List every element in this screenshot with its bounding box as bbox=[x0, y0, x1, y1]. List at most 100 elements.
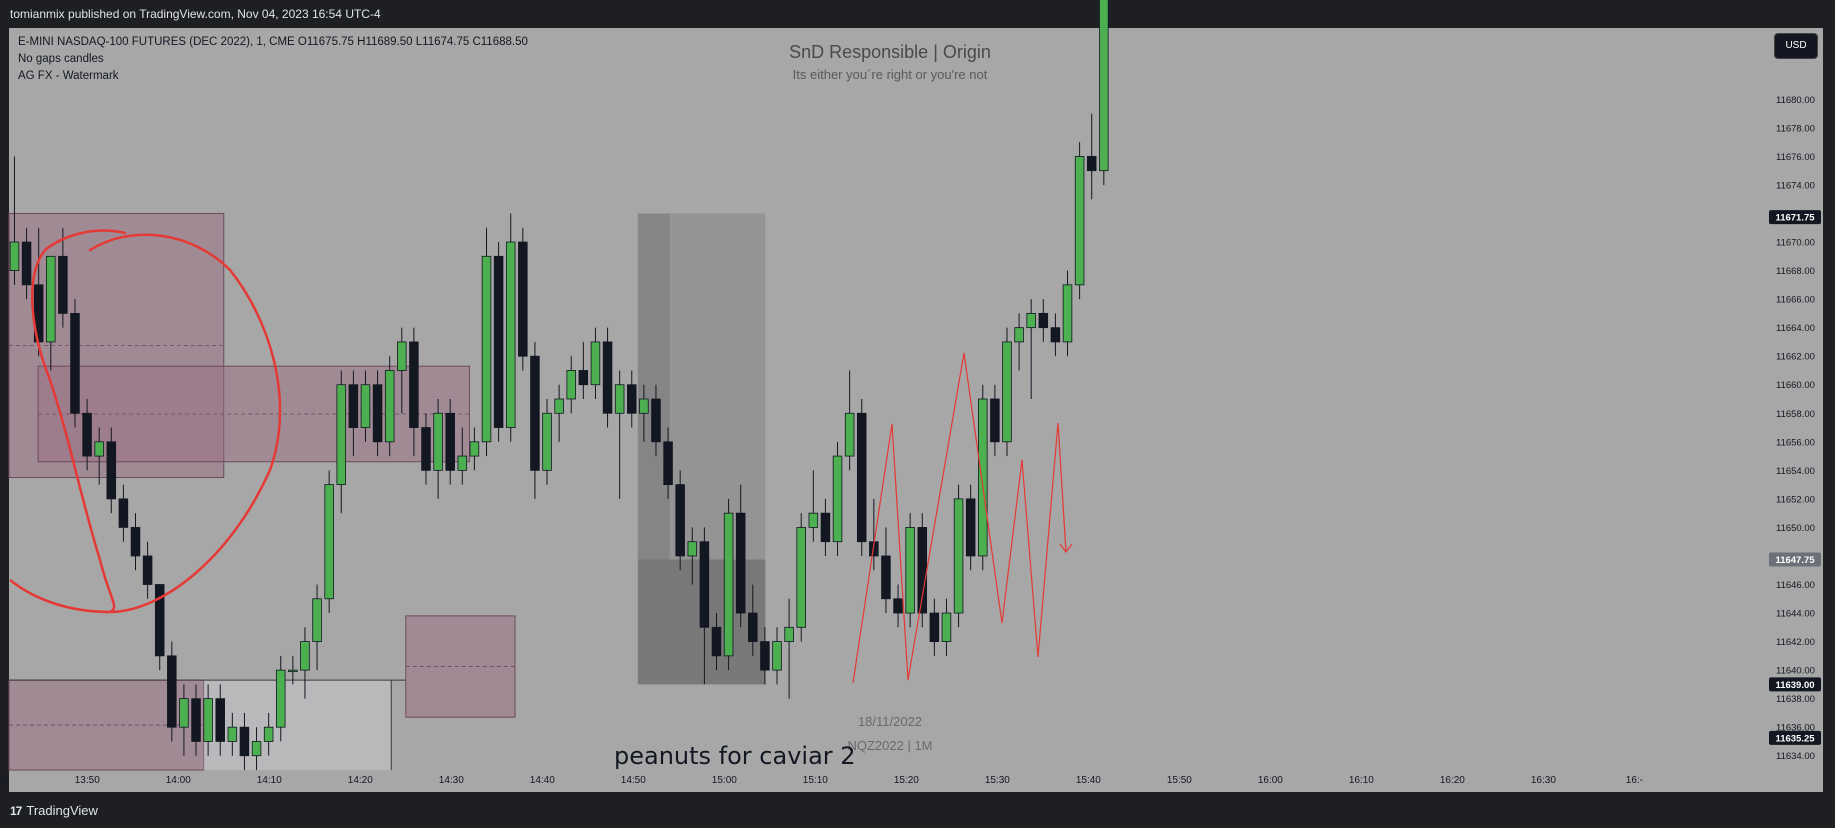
time-tick-label: 13:50 bbox=[75, 775, 100, 786]
time-tick-label: 15:20 bbox=[894, 775, 919, 786]
candle-body bbox=[9, 241, 20, 271]
candle-body bbox=[154, 584, 165, 657]
price-tag-label: 11647.75 bbox=[1775, 555, 1815, 566]
price-tag bbox=[1769, 210, 1821, 225]
candle-body bbox=[820, 512, 831, 543]
time-tick-label: 14:00 bbox=[166, 775, 191, 786]
candle-body bbox=[46, 255, 56, 343]
candle-body bbox=[796, 527, 806, 628]
tradingview-brand[interactable]: 17 TradingView bbox=[10, 803, 98, 818]
time-tick-label: 15:40 bbox=[1076, 775, 1101, 786]
price-tick-label: 11646.00 bbox=[1776, 580, 1815, 591]
candle-body bbox=[263, 726, 274, 742]
time-tick-label: 16:00 bbox=[1258, 775, 1283, 786]
price-chart[interactable]: 11634.00 11636.00 11638.00 11640.00 11642.00… bbox=[0, 0, 1835, 796]
price-tick-label: 11674.00 bbox=[1776, 180, 1815, 191]
watermark-ticker: NQZ2022 | 1M bbox=[847, 738, 933, 753]
candle-body bbox=[530, 355, 540, 471]
candle-body bbox=[978, 398, 988, 557]
shaded-region bbox=[203, 680, 392, 770]
price-tag-label: 11639.00 bbox=[1775, 680, 1814, 691]
candle-body bbox=[179, 698, 189, 728]
candle-body bbox=[203, 698, 213, 742]
candle-body bbox=[324, 484, 334, 600]
candle-body bbox=[990, 398, 1000, 443]
currency-button[interactable]: USD bbox=[1774, 33, 1818, 59]
time-tick-label: 16:- bbox=[1626, 775, 1643, 786]
candle-body bbox=[748, 612, 758, 642]
candle-body bbox=[1050, 327, 1061, 343]
candle-body bbox=[336, 384, 347, 486]
candle-body bbox=[360, 384, 371, 428]
candle-body bbox=[881, 555, 891, 600]
time-tick-label: 14:10 bbox=[257, 775, 282, 786]
price-tick-label: 11662.00 bbox=[1776, 352, 1815, 363]
candle-body bbox=[1062, 284, 1073, 343]
indicator-no-gaps[interactable]: No gaps candles bbox=[18, 53, 104, 65]
price-tick-label: 11634.00 bbox=[1776, 751, 1815, 762]
candle-body bbox=[723, 512, 734, 657]
candle-body bbox=[856, 412, 867, 543]
candle-body bbox=[941, 612, 952, 642]
price-tick-label: 11666.00 bbox=[1776, 295, 1815, 306]
candle-body bbox=[639, 398, 649, 414]
candle-body bbox=[566, 370, 576, 400]
time-tick-label: 13:40 bbox=[0, 775, 9, 786]
candle-body bbox=[1026, 312, 1036, 329]
candle-body bbox=[893, 598, 903, 614]
price-tick-label: 11676.00 bbox=[1776, 152, 1815, 163]
time-tick-label: 14:40 bbox=[530, 775, 555, 786]
candle-body bbox=[760, 641, 770, 671]
price-tick-label: 11670.00 bbox=[1776, 238, 1815, 249]
watermark-subtitle: Its either you´re right or you're not bbox=[792, 67, 988, 82]
candle-body bbox=[699, 541, 710, 628]
symbol-watermark: 18/11/2022 NQZ2022 | 1M bbox=[760, 710, 1020, 758]
symbol-info[interactable]: E-MINI NASDAQ-100 FUTURES (DEC 2022), 1,… bbox=[18, 36, 528, 48]
time-tick-label: 14:50 bbox=[621, 775, 646, 786]
price-tick-label: 11636.00 bbox=[1776, 723, 1815, 734]
projection-zigzag bbox=[852, 352, 1067, 684]
candle-body bbox=[905, 527, 915, 614]
chart-area[interactable] bbox=[9, 28, 1823, 792]
time-tick-label: 16:10 bbox=[1349, 775, 1374, 786]
publish-header: tomianmix published on TradingView.com, … bbox=[0, 0, 1835, 28]
price-tick-label: 11660.00 bbox=[1776, 380, 1815, 391]
candle-body bbox=[518, 241, 528, 357]
candle-body bbox=[614, 384, 625, 414]
price-tick-label: 11654.00 bbox=[1776, 466, 1815, 477]
price-scale bbox=[1780, 28, 1823, 792]
hand-drawn-tail bbox=[9, 579, 111, 614]
candle-body bbox=[21, 241, 32, 286]
price-tick-label: 11678.00 bbox=[1776, 123, 1815, 134]
time-tick-label: 16:20 bbox=[1440, 775, 1465, 786]
candle-body bbox=[191, 698, 201, 742]
candle-body bbox=[554, 398, 564, 414]
candle-body bbox=[239, 726, 250, 757]
candle-body bbox=[70, 312, 80, 414]
price-tag bbox=[1769, 730, 1821, 745]
candle-body bbox=[251, 741, 262, 757]
price-tick-label: 11658.00 bbox=[1776, 409, 1815, 420]
candle-body bbox=[1074, 156, 1085, 286]
candle-body bbox=[142, 555, 153, 585]
candle-body bbox=[469, 441, 480, 457]
candle-body bbox=[481, 255, 492, 443]
candle-body bbox=[929, 612, 940, 642]
footer-bar bbox=[0, 796, 1835, 828]
candle-body bbox=[627, 384, 637, 414]
candle-body bbox=[167, 655, 177, 728]
candle-body bbox=[578, 370, 589, 386]
time-tick-label: 14:30 bbox=[439, 775, 464, 786]
time-tick-label: 15:10 bbox=[803, 775, 828, 786]
candle-body bbox=[844, 412, 855, 457]
candle-body bbox=[505, 241, 516, 428]
candle-body bbox=[590, 341, 601, 386]
candle-body bbox=[372, 384, 383, 443]
time-tick-label: 15:30 bbox=[985, 775, 1010, 786]
candle-body bbox=[1038, 312, 1049, 329]
candle-body bbox=[215, 698, 225, 742]
candle-body bbox=[433, 412, 443, 471]
price-tick-label: 11640.00 bbox=[1776, 666, 1815, 677]
candle-body bbox=[711, 626, 722, 657]
indicator-watermark[interactable]: AG FX - Watermark bbox=[18, 70, 119, 82]
